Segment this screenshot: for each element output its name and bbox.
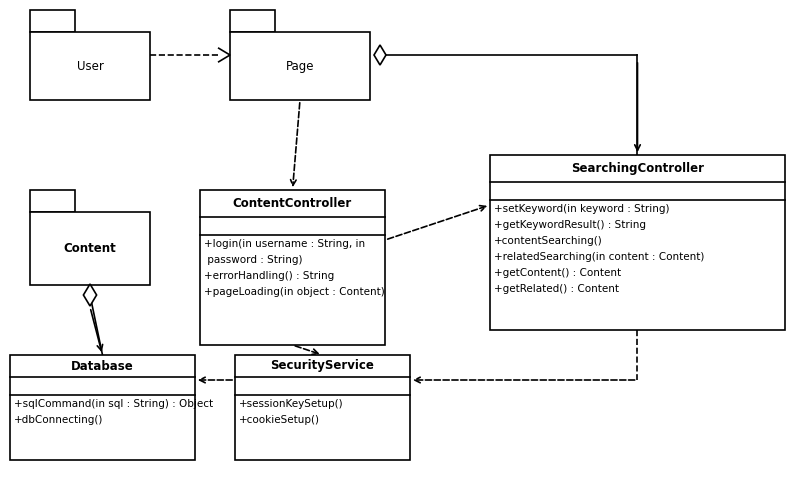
- Text: Content: Content: [63, 242, 116, 255]
- Text: +setKeyword(in keyword : String): +setKeyword(in keyword : String): [493, 204, 669, 214]
- Text: +sessionKeySetup(): +sessionKeySetup(): [238, 399, 343, 409]
- Text: Database: Database: [71, 360, 134, 373]
- Bar: [200, 190, 385, 345]
- Text: ContentController: ContentController: [233, 197, 352, 210]
- Text: Page: Page: [285, 59, 314, 72]
- Bar: [30, 190, 75, 212]
- Bar: [230, 32, 369, 100]
- Bar: [30, 10, 75, 32]
- Text: +pageLoading(in object : Content): +pageLoading(in object : Content): [204, 287, 385, 297]
- Text: +sqlCommand(in sql : String) : Object: +sqlCommand(in sql : String) : Object: [14, 399, 213, 409]
- Text: SearchingController: SearchingController: [570, 162, 703, 175]
- Bar: [30, 212, 150, 285]
- Bar: [10, 355, 195, 460]
- Text: SecurityService: SecurityService: [271, 360, 374, 373]
- Text: +getKeywordResult() : String: +getKeywordResult() : String: [493, 220, 645, 230]
- Bar: [489, 155, 784, 330]
- Bar: [234, 355, 410, 460]
- Text: +dbConnecting(): +dbConnecting(): [14, 415, 104, 425]
- Text: +login(in username : String, in: +login(in username : String, in: [204, 239, 365, 249]
- Text: password : String): password : String): [204, 255, 302, 265]
- Bar: [230, 10, 275, 32]
- Text: User: User: [76, 59, 104, 72]
- Bar: [30, 32, 150, 100]
- Text: +errorHandling() : String: +errorHandling() : String: [204, 271, 334, 281]
- Text: +cookieSetup(): +cookieSetup(): [238, 415, 320, 425]
- Text: +contentSearching(): +contentSearching(): [493, 236, 602, 246]
- Text: +getRelated() : Content: +getRelated() : Content: [493, 284, 618, 294]
- Text: +getContent() : Content: +getContent() : Content: [493, 268, 621, 278]
- Text: +relatedSearching(in content : Content): +relatedSearching(in content : Content): [493, 252, 703, 262]
- Polygon shape: [373, 45, 385, 65]
- Polygon shape: [84, 284, 96, 306]
